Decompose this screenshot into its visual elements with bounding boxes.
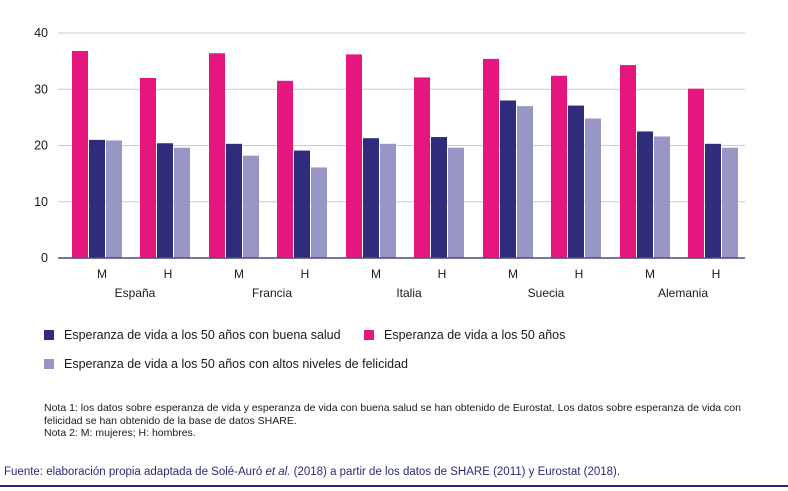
country-label: Francia <box>252 286 292 300</box>
y-tick-label: 10 <box>34 195 48 209</box>
bar-total <box>72 51 88 258</box>
bottom-rule <box>0 485 788 487</box>
bar-health <box>294 150 310 258</box>
bar-happy <box>243 155 259 258</box>
bar-happy <box>448 147 464 258</box>
y-tick-label: 20 <box>34 139 48 153</box>
bar-health <box>568 105 584 258</box>
sex-label: H <box>575 267 584 281</box>
y-tick-label: 30 <box>34 82 48 96</box>
source-text-after: (2018) a partir de los datos de SHARE (2… <box>290 466 621 478</box>
legend-swatch-total <box>364 330 374 340</box>
bar-happy <box>654 136 670 258</box>
source-line: Fuente: elaboración propia adaptada de S… <box>4 466 620 478</box>
legend-label-total: Esperanza de vida a los 50 años <box>384 328 566 342</box>
bar-happy <box>311 167 327 258</box>
bar-total <box>620 65 636 258</box>
bar-total <box>277 80 293 258</box>
source-text-before: Fuente: elaboración propia adaptada de S… <box>4 466 266 478</box>
bar-health <box>157 143 173 258</box>
bar-happy <box>380 143 396 258</box>
legend-item-happy: Esperanza de vida a los 50 años con alto… <box>44 357 408 371</box>
country-label: Alemania <box>658 286 708 300</box>
chart-notes: Nota 1: los datos sobre esperanza de vid… <box>44 402 744 440</box>
bar-happy <box>517 106 533 258</box>
legend-swatch-health <box>44 330 54 340</box>
legend-item-total: Esperanza de vida a los 50 años <box>364 328 565 342</box>
bar-happy <box>722 147 738 258</box>
country-label: Italia <box>396 286 422 300</box>
bar-total <box>346 54 362 258</box>
note-2: Nota 2: M: mujeres; H: hombres. <box>44 427 196 439</box>
bar-health <box>431 137 447 258</box>
bar-happy <box>106 140 122 258</box>
sex-label: H <box>438 267 447 281</box>
sex-label: M <box>371 267 381 281</box>
bar-total <box>688 88 704 258</box>
bar-health <box>705 143 721 258</box>
bar-health <box>226 143 242 258</box>
country-label: España <box>115 286 156 300</box>
sex-label: H <box>164 267 173 281</box>
note-1: Nota 1: los datos sobre esperanza de vid… <box>44 402 741 427</box>
bar-health <box>363 138 379 258</box>
legend-label-health: Esperanza de vida a los 50 años con buen… <box>64 328 341 342</box>
country-label: Suecia <box>528 286 565 300</box>
sex-label: M <box>97 267 107 281</box>
bar-health <box>500 100 516 258</box>
sex-label: H <box>301 267 310 281</box>
bar-total <box>209 53 225 258</box>
bar-total <box>140 78 156 258</box>
sex-label: H <box>712 267 721 281</box>
legend-item-health: Esperanza de vida a los 50 años con buen… <box>44 328 341 342</box>
sex-label: M <box>234 267 244 281</box>
sex-label: M <box>645 267 655 281</box>
source-text-italic: et al. <box>265 466 291 478</box>
y-tick-label: 40 <box>34 26 48 40</box>
bar-happy <box>174 147 190 258</box>
bar-total <box>414 77 430 258</box>
legend-label-happy: Esperanza de vida a los 50 años con alto… <box>64 357 408 371</box>
bar-health <box>89 139 105 258</box>
legend-swatch-happy <box>44 359 54 369</box>
bar-health <box>637 131 653 258</box>
bar-happy <box>585 118 601 258</box>
bar-chart: 0 10 20 30 40 M H España M H Francia M H Italia M H Suec… <box>34 26 745 300</box>
y-tick-label: 0 <box>41 251 48 265</box>
bar-total <box>551 75 567 258</box>
sex-label: M <box>508 267 518 281</box>
bar-total <box>483 58 499 258</box>
